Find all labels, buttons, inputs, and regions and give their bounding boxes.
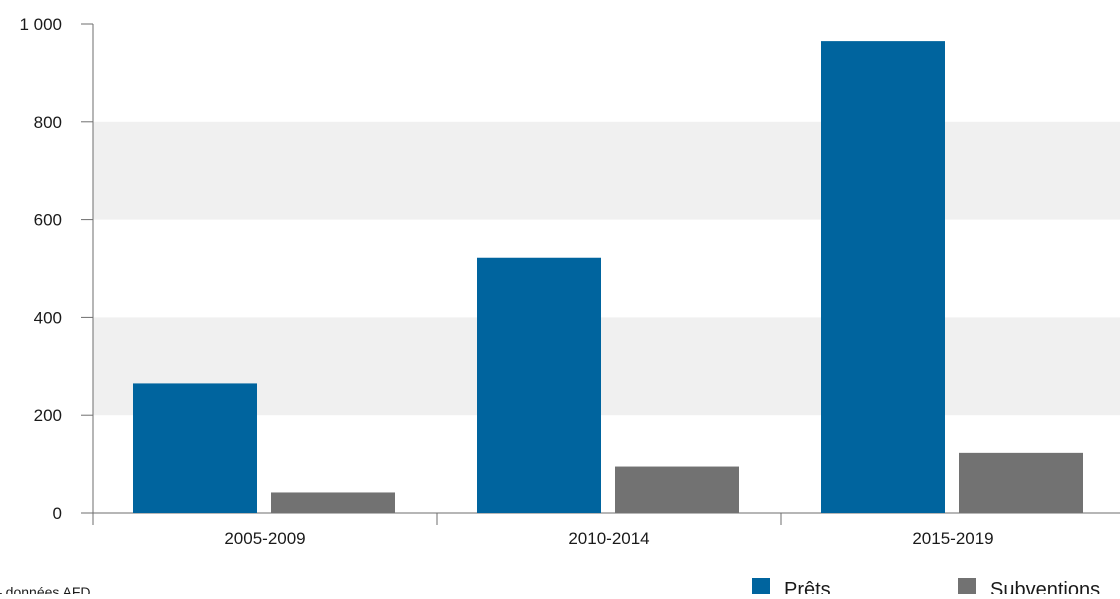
y-tick-label: 400 xyxy=(34,308,62,327)
bar-subventions xyxy=(271,492,395,513)
y-tick-label: 200 xyxy=(34,406,62,425)
y-tick-label: 0 xyxy=(53,504,62,523)
grid-band xyxy=(93,317,1120,416)
bar-prets xyxy=(821,41,945,514)
bar-subventions xyxy=(615,466,739,513)
bars xyxy=(133,41,1083,514)
bar-subventions xyxy=(959,452,1083,513)
grid-band xyxy=(93,121,1120,220)
legend-swatch-prets xyxy=(752,578,770,596)
x-tick-label: 2005-2009 xyxy=(224,529,305,548)
y-tick-label: 1 000 xyxy=(19,15,62,34)
x-tick-label: 2015-2019 xyxy=(912,529,993,548)
legend-label-prets: Prêts xyxy=(784,579,831,594)
y-tick-label: 600 xyxy=(34,211,62,230)
grid-bands xyxy=(93,121,1120,416)
axes xyxy=(81,23,1120,525)
bar-prets xyxy=(133,383,257,513)
tick-labels: 0 200 400 600 800 1 000 2005-2009 2010-2014 2015… xyxy=(19,15,993,548)
x-tick-label: 2010-2014 xyxy=(568,529,649,548)
bar-prets xyxy=(477,257,601,513)
source-note: – données AFD xyxy=(0,584,91,594)
y-tick-label: 800 xyxy=(34,113,62,132)
legend: Prêts Subventions xyxy=(752,578,1100,599)
legend-label-subventions: Subventions xyxy=(990,579,1100,594)
legend-swatch-subventions xyxy=(958,578,976,596)
